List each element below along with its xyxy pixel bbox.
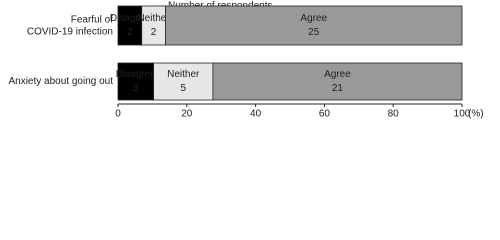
x-tick-label: 100 xyxy=(454,109,471,120)
segment-name: Disagree xyxy=(116,69,156,80)
x-tick-label: 0 xyxy=(115,109,121,120)
chart: Number of respondents (%) 020406080100Fe… xyxy=(8,1,484,120)
bar-segment xyxy=(117,62,154,101)
bar-segment xyxy=(153,62,214,101)
segment-name: Neither xyxy=(137,13,170,24)
x-axis-label: (%) xyxy=(468,109,484,120)
x-tick-label: 40 xyxy=(250,109,262,120)
bar-segment xyxy=(212,62,463,101)
segment-name: Disagree xyxy=(110,13,150,24)
value-label: 2 xyxy=(151,27,157,38)
value-label: 5 xyxy=(180,83,186,94)
value-label: 3 xyxy=(133,83,139,94)
x-tick-label: 20 xyxy=(181,109,193,120)
bar-segment xyxy=(141,5,166,46)
segment-name: Neither xyxy=(167,69,200,80)
x-tick-label: 80 xyxy=(388,109,400,120)
value-label: 2 xyxy=(127,27,133,38)
value-label: 25 xyxy=(308,27,320,38)
bar-segment xyxy=(165,5,463,46)
segment-name: Agree xyxy=(324,69,351,80)
category-label: Anxiety about going out xyxy=(8,76,113,87)
category-label: Fearful of COVID-19 infection xyxy=(27,14,113,37)
bar-segment xyxy=(117,5,143,46)
value-label: 21 xyxy=(332,83,344,94)
x-tick-label: 60 xyxy=(319,109,331,120)
segment-name: Agree xyxy=(300,13,327,24)
